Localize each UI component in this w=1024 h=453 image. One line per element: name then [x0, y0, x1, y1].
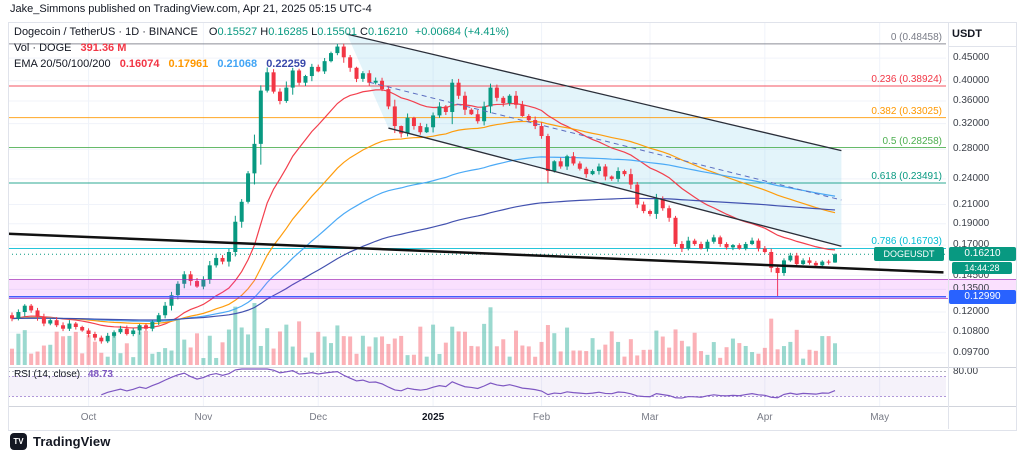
- time-axis-divider: [8, 406, 1016, 407]
- price-axis-label: 0.19000: [953, 217, 990, 229]
- price-axis-label: 0.13500: [953, 283, 990, 295]
- time-axis-label: Mar: [641, 412, 659, 423]
- chart-legend: Dogecoin / TetherUS · 1D · BINANCE O0.15…: [14, 26, 509, 74]
- fib-level-label: 0.236 (0.38924): [871, 74, 942, 85]
- price-axis-label: 0.14500: [953, 269, 990, 281]
- volume-label: Vol · DOGE: [14, 42, 72, 54]
- last-price-badge: 0.16210: [949, 247, 1016, 262]
- price-axis-label: 0.09700: [953, 346, 990, 358]
- volume-legend-row[interactable]: Vol · DOGE 391.36 M: [14, 42, 509, 56]
- tradingview-wordmark: TradingView: [33, 433, 111, 449]
- time-axis-label: 2025: [421, 412, 445, 423]
- ema20-value: 0.16074: [119, 58, 160, 70]
- fib-level-label: 0.382 (0.33025): [871, 105, 942, 117]
- rsi-axis-label: 80.00: [953, 366, 979, 377]
- fib-level-label: 0.786 (0.16703): [871, 236, 942, 248]
- price-axis-label: 0.36000: [953, 95, 990, 106]
- attribution-text: Jake_Simmons published on TradingView.co…: [10, 3, 372, 15]
- time-axis-label: Dec: [309, 412, 328, 423]
- ema-label: EMA 20/50/100/200: [14, 58, 111, 70]
- price-axis-label: 0.24000: [953, 172, 990, 184]
- symbol-title: Dogecoin / TetherUS: [14, 26, 116, 38]
- price-axis-label: 0.12000: [953, 306, 990, 317]
- ema50-value: 0.17961: [168, 58, 209, 70]
- price-axis-label: 0.21000: [953, 198, 990, 210]
- time-axis-label: Apr: [757, 412, 773, 423]
- bar-countdown-badge: 14:44:28: [952, 262, 1012, 275]
- ema-legend-row[interactable]: EMA 20/50/100/200 0.16074 0.17961 0.2106…: [14, 58, 509, 72]
- ohlc-close: C0.16210: [360, 26, 408, 38]
- time-axis-label: Nov: [194, 412, 213, 423]
- fib-level-label: 0 (0.48458): [890, 31, 942, 43]
- symbol-legend-row[interactable]: Dogecoin / TetherUS · 1D · BINANCE O0.15…: [14, 26, 509, 40]
- price-axis-label: 0.45000: [953, 52, 990, 64]
- price-axis-divider[interactable]: [948, 22, 949, 429]
- ohlc-open: O0.15527: [208, 26, 258, 38]
- support-level-badge: 0.12990: [949, 289, 1016, 304]
- ohlc-low: L0.15501: [311, 26, 357, 38]
- fib-level-label: 0.618 (0.23491): [871, 170, 942, 182]
- rsi-pane-divider[interactable]: [8, 367, 1016, 368]
- axis-separator: [948, 46, 1016, 47]
- price-axis-label: 0.32000: [953, 117, 990, 129]
- price-axis-label: 0.28000: [953, 143, 990, 155]
- last-price-symbol-pill: DOGEUSDT: [874, 247, 944, 262]
- rsi-value: 48.73: [87, 369, 113, 380]
- rsi-legend[interactable]: RSI (14, close) 48.73: [14, 369, 113, 380]
- time-axis-label: Oct: [80, 412, 97, 423]
- ema100-value: 0.21068: [217, 58, 258, 70]
- price-change: +0.00684 (+4.41%): [414, 26, 509, 38]
- price-axis-label: 0.10800: [953, 326, 990, 338]
- symbol-meta: · 1D · BINANCE: [118, 26, 198, 38]
- price-axis-label: 0.17000: [953, 239, 990, 251]
- price-axis-label: 0.40000: [953, 74, 990, 86]
- ohlc-high: H0.16285: [260, 26, 309, 38]
- time-axis-label: May: [870, 412, 890, 423]
- tradingview-logo-icon: TV: [10, 432, 27, 450]
- fib-level-label: 0.5 (0.28258): [882, 135, 943, 147]
- volume-value: 391.36 M: [80, 42, 127, 54]
- rsi-label: RSI (14, close): [14, 369, 81, 380]
- ema200-value: 0.22259: [266, 58, 306, 70]
- time-axis-label: Feb: [532, 412, 551, 423]
- tradingview-watermark[interactable]: TV TradingView: [10, 432, 110, 450]
- price-axis-currency[interactable]: USDT: [952, 28, 982, 40]
- price-chart-canvas[interactable]: [8, 22, 948, 406]
